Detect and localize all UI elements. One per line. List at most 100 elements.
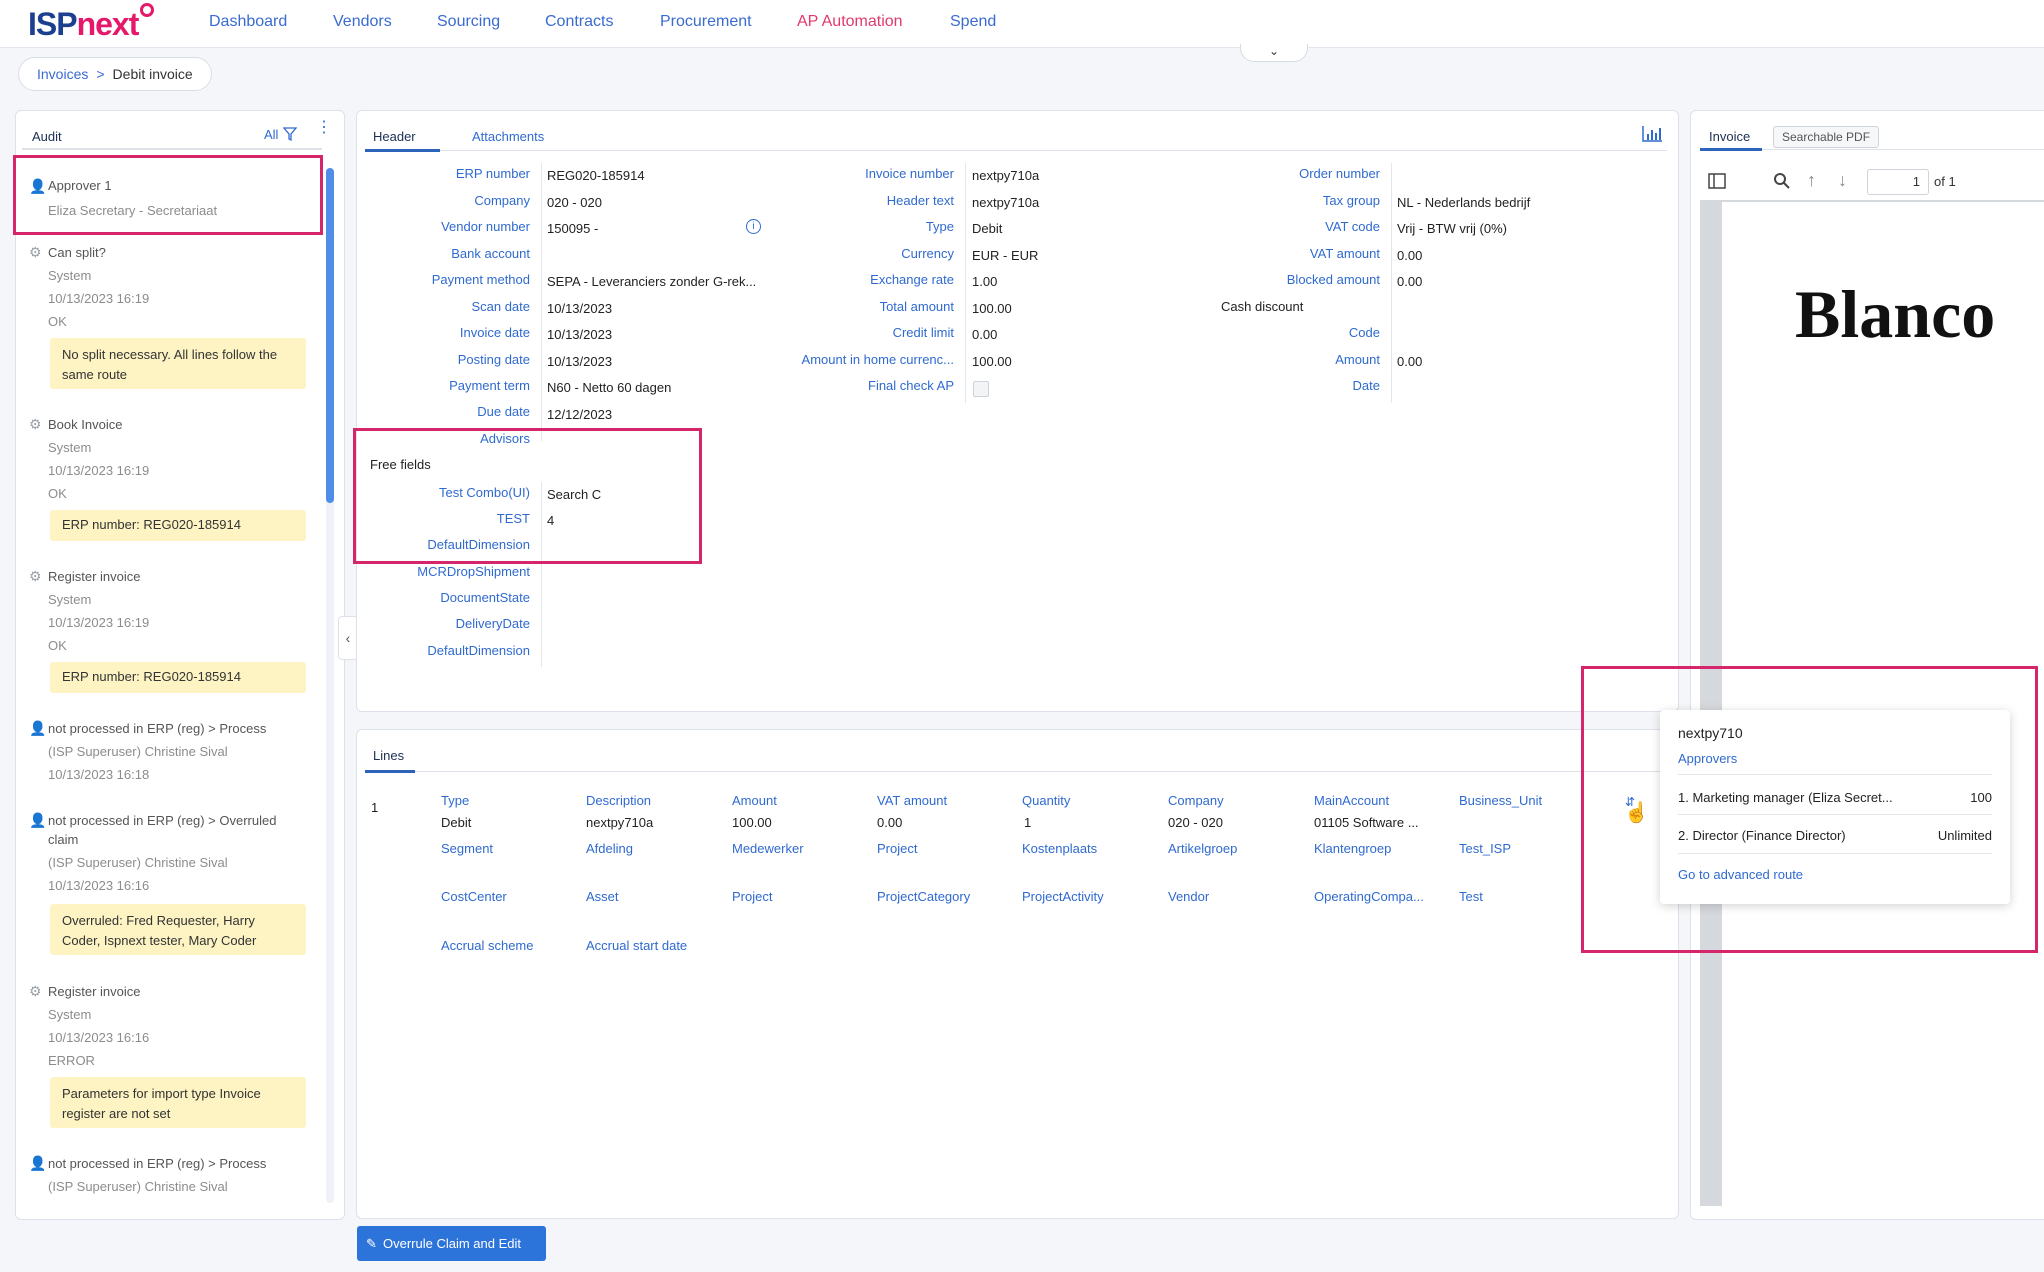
user-icon: 👤 bbox=[29, 812, 47, 828]
breadcrumb-invoices[interactable]: Invoices bbox=[37, 66, 89, 82]
label-invoice-date: Invoice date bbox=[459, 325, 530, 340]
nav-sourcing[interactable]: Sourcing bbox=[437, 13, 501, 30]
nav-dashboard[interactable]: Dashboard bbox=[209, 13, 288, 30]
tab-header[interactable]: Header bbox=[373, 129, 416, 144]
audit-item-line: 10/13/2023 16:19 bbox=[48, 463, 150, 478]
tab-audit[interactable]: Audit bbox=[32, 129, 62, 144]
value-due-date[interactable]: 12/12/2023 bbox=[547, 407, 613, 422]
overrule-claim-edit-button[interactable]: ✎ Overrule Claim and Edit bbox=[357, 1226, 546, 1261]
value-payment-method[interactable]: SEPA - Leveranciers zonder G-rek... bbox=[547, 274, 757, 289]
audit-scrollbar-thumb[interactable] bbox=[326, 168, 334, 503]
nav-vendors[interactable]: Vendors bbox=[333, 13, 392, 30]
advanced-route-link[interactable]: Go to advanced route bbox=[1678, 867, 1804, 882]
line-label: CostCenter bbox=[441, 889, 507, 904]
value-erp-number[interactable]: REG020-185914 bbox=[547, 168, 645, 183]
line-value[interactable]: 020 - 020 bbox=[1168, 815, 1223, 830]
line-value[interactable]: 01105 Software ... bbox=[1314, 815, 1419, 830]
logo-mark-icon bbox=[140, 3, 154, 17]
value-type[interactable]: Debit bbox=[972, 221, 1003, 236]
value-total-amount[interactable]: 100.00 bbox=[972, 301, 1012, 316]
label-final-check-ap: Final check AP bbox=[868, 378, 954, 393]
value-invoice-number[interactable]: nextpy710a bbox=[972, 168, 1040, 183]
nav-spend[interactable]: Spend bbox=[950, 13, 997, 30]
value-test-combo[interactable]: Search C bbox=[547, 487, 602, 502]
audit-item-line: OK bbox=[48, 314, 67, 329]
popover-divider bbox=[1678, 853, 1992, 854]
collapse-panel-chevron-left-icon[interactable]: ‹ bbox=[338, 616, 358, 660]
brand-logo[interactable]: ISPnext bbox=[28, 6, 139, 43]
audit-item-line: OK bbox=[48, 638, 67, 653]
route-icon[interactable]: ⇵ bbox=[1625, 795, 1636, 809]
audit-filter-label[interactable]: All bbox=[264, 127, 279, 142]
page-count: of 1 bbox=[1934, 174, 1956, 189]
line-label: Amount bbox=[732, 793, 777, 808]
tab-invoice[interactable]: Invoice bbox=[1709, 129, 1751, 144]
value-vat-amount[interactable]: 0.00 bbox=[1397, 248, 1423, 263]
top-navigation: ISPnext Dashboard Vendors Sourcing Contr… bbox=[0, 0, 2044, 48]
audit-item-title: not processed in ERP (reg) > Process bbox=[48, 1156, 267, 1171]
value-cash-discount-amount[interactable]: 0.00 bbox=[1397, 354, 1423, 369]
value-header-text[interactable]: nextpy710a bbox=[972, 195, 1040, 210]
value-vendor-number[interactable]: 150095 - bbox=[547, 221, 599, 236]
line-label: VAT amount bbox=[877, 793, 948, 808]
value-tax-group[interactable]: NL - Nederlands bedrijf bbox=[1397, 195, 1531, 210]
value-scan-date[interactable]: 10/13/2023 bbox=[547, 301, 613, 316]
nav-procurement[interactable]: Procurement bbox=[660, 13, 752, 30]
line-label: Vendor bbox=[1168, 889, 1210, 904]
value-invoice-date[interactable]: 10/13/2023 bbox=[547, 327, 613, 342]
value-currency[interactable]: EUR - EUR bbox=[972, 248, 1039, 263]
column-divider bbox=[541, 163, 542, 441]
final-check-ap-checkbox[interactable] bbox=[973, 381, 989, 397]
audit-item-title: not processed in ERP (reg) > Process bbox=[48, 721, 267, 736]
value-test[interactable]: 4 bbox=[547, 513, 555, 528]
page-number-input[interactable]: 1 bbox=[1867, 169, 1929, 195]
value-payment-term[interactable]: N60 - Netto 60 dagen bbox=[547, 380, 672, 395]
next-page-arrow-down-icon[interactable]: ↓ bbox=[1838, 170, 1847, 190]
value-vat-code[interactable]: Vrij - BTW vrij (0%) bbox=[1397, 221, 1508, 236]
line-value[interactable]: 0.00 bbox=[877, 815, 903, 830]
line-label: Medewerker bbox=[732, 841, 804, 856]
line-value[interactable]: nextpy710a bbox=[586, 815, 654, 830]
info-icon[interactable]: i bbox=[746, 219, 761, 234]
tab-attachments[interactable]: Attachments bbox=[472, 129, 545, 144]
line-value[interactable]: 1 bbox=[1024, 815, 1032, 830]
line-label: Project bbox=[732, 889, 773, 904]
column-divider bbox=[1391, 163, 1392, 403]
breadcrumb: Invoices > Debit invoice bbox=[18, 57, 212, 91]
gear-icon: ⚙ bbox=[29, 568, 42, 584]
audit-item-process: not processed in ERP (reg) > Process (IS… bbox=[48, 721, 310, 782]
audit-item-title: Can split? bbox=[48, 245, 106, 260]
lines-tab-divider bbox=[365, 771, 1667, 772]
line-value[interactable]: Debit bbox=[441, 815, 472, 830]
tab-lines[interactable]: Lines bbox=[373, 748, 405, 763]
value-company[interactable]: 020 - 020 bbox=[547, 195, 602, 210]
user-icon: 👤 bbox=[29, 1155, 47, 1171]
label-vat-amount: VAT amount bbox=[1309, 246, 1380, 261]
nav-ap-automation[interactable]: AP Automation bbox=[797, 13, 903, 30]
previous-page-arrow-up-icon[interactable]: ↑ bbox=[1807, 170, 1816, 190]
value-credit-limit[interactable]: 0.00 bbox=[972, 327, 998, 342]
value-exchange-rate[interactable]: 1.00 bbox=[972, 274, 998, 289]
filter-icon[interactable] bbox=[283, 127, 297, 141]
collapse-nav-chevron-down-icon[interactable]: ⌄ bbox=[1240, 44, 1308, 62]
sidebar-toggle-icon[interactable] bbox=[1708, 173, 1726, 189]
nav-contracts[interactable]: Contracts bbox=[545, 13, 614, 30]
popover-section-approvers[interactable]: Approvers bbox=[1678, 751, 1738, 766]
label-exchange-rate: Exchange rate bbox=[870, 272, 954, 287]
value-blocked-amount[interactable]: 0.00 bbox=[1397, 274, 1423, 289]
audit-item-line: 10/13/2023 16:16 bbox=[48, 878, 150, 893]
line-label: Test bbox=[1459, 889, 1483, 904]
chart-icon[interactable] bbox=[1641, 125, 1663, 143]
line-label: Klantengroep bbox=[1314, 841, 1392, 856]
tab-searchable-pdf[interactable]: Searchable PDF bbox=[1773, 126, 1880, 148]
more-options-icon[interactable]: ⋮ bbox=[316, 120, 332, 136]
line-label: Project bbox=[877, 841, 918, 856]
label-cash-discount-code: Code bbox=[1348, 325, 1380, 340]
search-icon[interactable] bbox=[1773, 172, 1791, 190]
value-amount-home-currency[interactable]: 100.00 bbox=[972, 354, 1012, 369]
audit-scrollbar[interactable] bbox=[326, 168, 334, 1203]
value-posting-date[interactable]: 10/13/2023 bbox=[547, 354, 613, 369]
pointer-cursor-icon: ☝ bbox=[1624, 802, 1649, 824]
popover-divider bbox=[1678, 814, 1992, 815]
line-value[interactable]: 100.00 bbox=[732, 815, 772, 830]
